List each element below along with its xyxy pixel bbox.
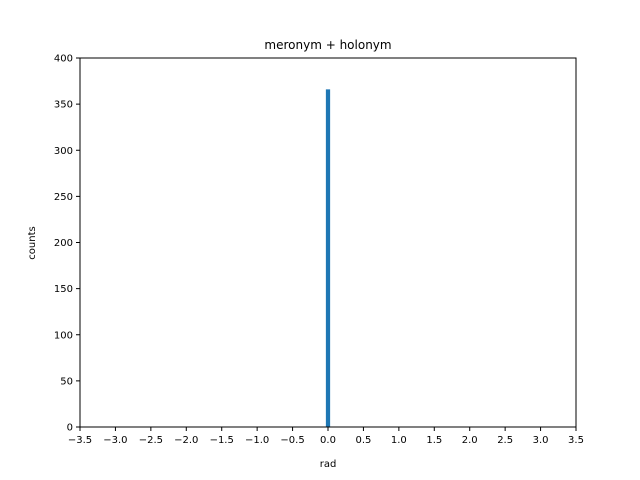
plot-area	[325, 89, 331, 428]
y-tick-label: 150	[54, 284, 73, 295]
x-tick-label: −1.5	[210, 435, 234, 446]
x-tick-label: 1.0	[391, 435, 407, 446]
chart-title: meronym + holonym	[264, 38, 391, 52]
x-tick-label: 0.5	[355, 435, 371, 446]
x-tick-label: 1.5	[426, 435, 442, 446]
x-tick-label: 2.5	[497, 435, 513, 446]
x-tick-label: −2.5	[139, 435, 163, 446]
y-tick-label: 50	[60, 376, 73, 387]
y-tick-label: 400	[54, 54, 73, 65]
y-tick-label: 100	[54, 330, 73, 341]
y-tick-label: 350	[54, 100, 73, 111]
x-axis-label: rad	[320, 459, 337, 470]
x-axis: −3.5 −3.0 −2.5 −2.0 −1.5 −1.0 −0.5 0.0 0.5 1.0 1.5…	[68, 427, 584, 446]
x-tick-label: 2.0	[462, 435, 478, 446]
x-tick-label: 3.5	[568, 435, 584, 446]
x-tick-label: −0.5	[280, 435, 304, 446]
x-tick-label: 0.0	[320, 435, 336, 446]
y-tick-label: 0	[67, 423, 73, 434]
y-axis: 0 50 100 150 200 250 300 350 400	[54, 54, 80, 434]
y-tick-label: 300	[54, 146, 73, 157]
y-tick-label: 200	[54, 238, 73, 249]
x-tick-label: −1.0	[245, 435, 269, 446]
x-tick-label: 3.0	[533, 435, 549, 446]
x-tick-label: −3.5	[68, 435, 92, 446]
x-tick-label: −3.0	[103, 435, 127, 446]
y-axis-label: counts	[27, 226, 38, 259]
x-tick-label: −2.0	[174, 435, 198, 446]
y-tick-label: 250	[54, 192, 73, 203]
histogram-bar-0	[325, 89, 331, 428]
